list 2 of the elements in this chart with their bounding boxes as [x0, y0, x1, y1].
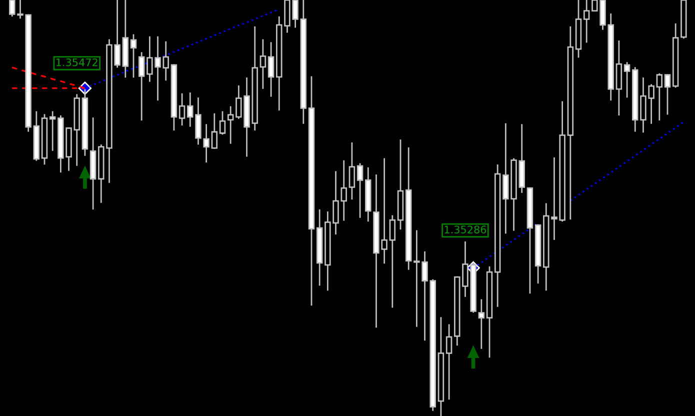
annotation: 1.35286 — [444, 226, 486, 234]
annotation: 1.35472 — [56, 58, 98, 66]
